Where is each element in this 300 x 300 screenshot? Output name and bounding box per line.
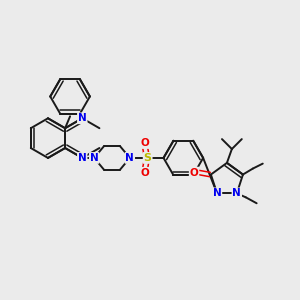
Text: N: N [78,153,87,163]
Text: O: O [140,168,149,178]
Text: N: N [213,188,221,198]
Text: S: S [144,153,152,163]
Text: N: N [90,153,98,163]
Text: O: O [140,138,149,148]
Text: O: O [190,167,198,178]
Text: N: N [78,113,87,123]
Text: N: N [232,188,241,198]
Text: N: N [125,153,134,163]
